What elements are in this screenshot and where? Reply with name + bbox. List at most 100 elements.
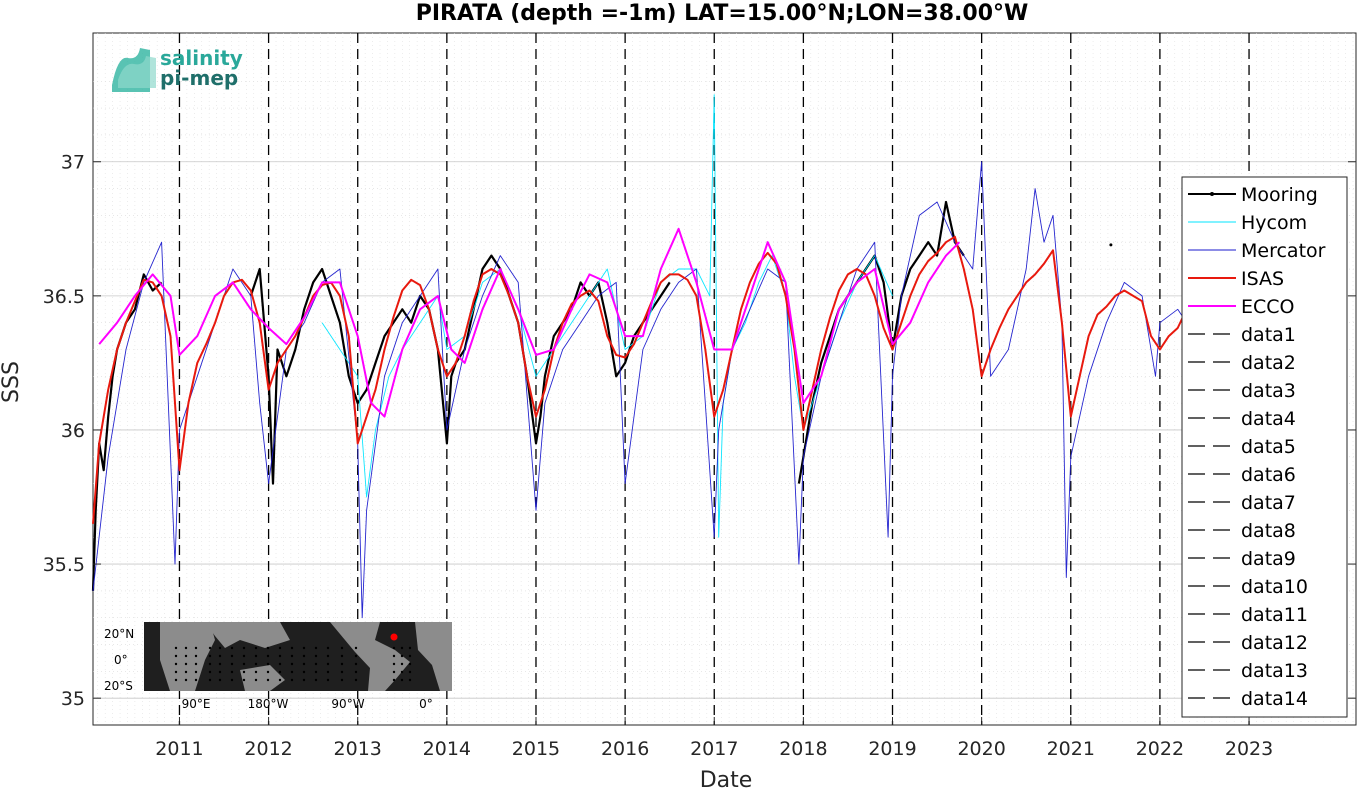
inset-buoy-dot [230, 646, 234, 650]
inset-buoy-dot [208, 670, 212, 674]
x-tick-label: 2018 [779, 738, 827, 760]
inset-lat-label-0: 0° [114, 653, 128, 667]
x-tick-label: 2011 [155, 738, 203, 760]
inset-buoy-dot [326, 678, 330, 682]
inset-buoy-dot [290, 670, 294, 674]
legend-label-data8: data8 [1241, 520, 1296, 542]
inset-map: 20°N 0° 20°S 90°E 180°W 90°W 0° [104, 622, 452, 711]
x-tick-label: 2013 [334, 738, 382, 760]
legend-label-data6: data6 [1241, 464, 1296, 486]
inset-buoy-dot [194, 654, 198, 658]
legend-label-ecco: ECCO [1241, 296, 1295, 318]
inset-landmass-africa [160, 622, 215, 691]
y-tick-label: 36 [61, 420, 85, 442]
logo-wave-icon-back [118, 56, 156, 88]
inset-buoy-dot [354, 654, 358, 658]
legend-label-data9: data9 [1241, 548, 1296, 570]
legend-label-mercator: Mercator [1241, 240, 1326, 262]
inset-buoy-dot [278, 678, 282, 682]
inset-buoy-dot [266, 646, 270, 650]
legend-label-data5: data5 [1241, 436, 1296, 458]
inset-buoy-dot [208, 654, 212, 658]
inset-buoy-dot [302, 646, 306, 650]
inset-buoy-dot [340, 678, 344, 682]
inset-buoy-dot [184, 670, 188, 674]
inset-buoy-dot [340, 646, 344, 650]
y-tick-label: 35 [61, 688, 85, 710]
inset-buoy-dot [254, 646, 258, 650]
inset-buoy-dot [354, 670, 358, 674]
inset-buoy-dot [408, 646, 412, 650]
inset-buoy-dot [278, 670, 282, 674]
inset-buoy-dot [290, 678, 294, 682]
axes-box [92, 32, 1357, 726]
inset-buoy-dot [326, 662, 330, 666]
legend-label-data4: data4 [1241, 408, 1296, 430]
inset-buoy-dot [354, 678, 358, 682]
inset-buoy-dot [184, 678, 188, 682]
inset-buoy-dot [290, 662, 294, 666]
mooring-point [1109, 243, 1113, 247]
inset-buoy-dot [340, 662, 344, 666]
inset-buoy-dot [254, 670, 258, 674]
inset-buoy-dot [218, 646, 222, 650]
inset-buoy-dot [392, 670, 396, 674]
salinity-pimep-logo: salinity pi-mep [112, 46, 243, 92]
x-axis-label: Date [700, 768, 753, 790]
inset-buoy-dot [242, 662, 246, 666]
x-tick-label: 2020 [957, 738, 1005, 760]
inset-buoy-dot [400, 678, 404, 682]
inset-buoy-dot [218, 670, 222, 674]
inset-buoy-dot [278, 662, 282, 666]
plot-area [91, 32, 1357, 726]
inset-buoy-dot [184, 646, 188, 650]
y-axis-label: SSS [0, 361, 24, 403]
inset-buoy-dot [230, 654, 234, 658]
inset-landmass-americas [330, 622, 410, 691]
inset-landmass-australia [240, 665, 285, 691]
inset-buoy-dot [408, 662, 412, 666]
inset-buoy-dot [218, 654, 222, 658]
inset-buoy-dot [242, 654, 246, 658]
legend-label-data10: data10 [1241, 576, 1308, 598]
logo-text-pimep: pi-mep [160, 66, 238, 90]
legend-label-data7: data7 [1241, 492, 1296, 514]
inset-buoy-dot [314, 670, 318, 674]
series-line-ecco [98, 227, 961, 418]
inset-buoy-dot [208, 678, 212, 682]
inset-buoy-dot [400, 654, 404, 658]
inset-buoy-dot [326, 646, 330, 650]
inset-selected-station [390, 633, 398, 641]
inset-buoy-dot [302, 662, 306, 666]
inset-buoy-dot [266, 670, 270, 674]
inset-buoy-dot [314, 662, 318, 666]
legend-label-data1: data1 [1241, 324, 1296, 346]
inset-buoy-dot [314, 678, 318, 682]
inset-lon-label-0: 0° [419, 697, 433, 711]
legend-marker-mooring [1210, 192, 1214, 196]
inset-landmass-africa-east [415, 622, 452, 691]
inset-buoy-dot [408, 670, 412, 674]
legend-label-mooring: Mooring [1241, 184, 1318, 206]
inset-lat-label-20s: 20°S [104, 679, 133, 693]
inset-buoy-dot [314, 654, 318, 658]
inset-buoy-dot [314, 646, 318, 650]
inset-lon-label-180w: 180°W [248, 697, 289, 711]
legend-label-data11: data11 [1241, 604, 1308, 626]
inset-buoy-dot [174, 662, 178, 666]
y-tick-label: 35.5 [43, 554, 85, 576]
inset-buoy-dot [242, 678, 246, 682]
y-tick-label: 37 [61, 152, 85, 174]
inset-buoy-dot [194, 662, 198, 666]
inset-buoy-dot [392, 646, 396, 650]
inset-lon-label-90w: 90°W [331, 697, 364, 711]
legend-label-isas: ISAS [1241, 268, 1284, 290]
inset-buoy-dot [278, 654, 282, 658]
series-line-isas [92, 235, 1197, 524]
legend-box [1181, 176, 1348, 718]
inset-buoy-dot [184, 662, 188, 666]
chart-title: PIRATA (depth =-1m) LAT=15.00°N;LON=38.0… [416, 1, 1029, 26]
logo-text-salinity: salinity [160, 46, 243, 70]
series-line-mercator [92, 161, 1196, 619]
